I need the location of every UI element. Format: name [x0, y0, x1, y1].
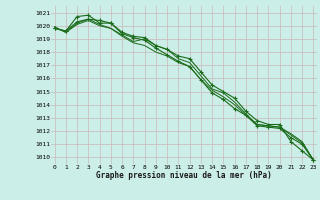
X-axis label: Graphe pression niveau de la mer (hPa): Graphe pression niveau de la mer (hPa) — [96, 171, 272, 180]
